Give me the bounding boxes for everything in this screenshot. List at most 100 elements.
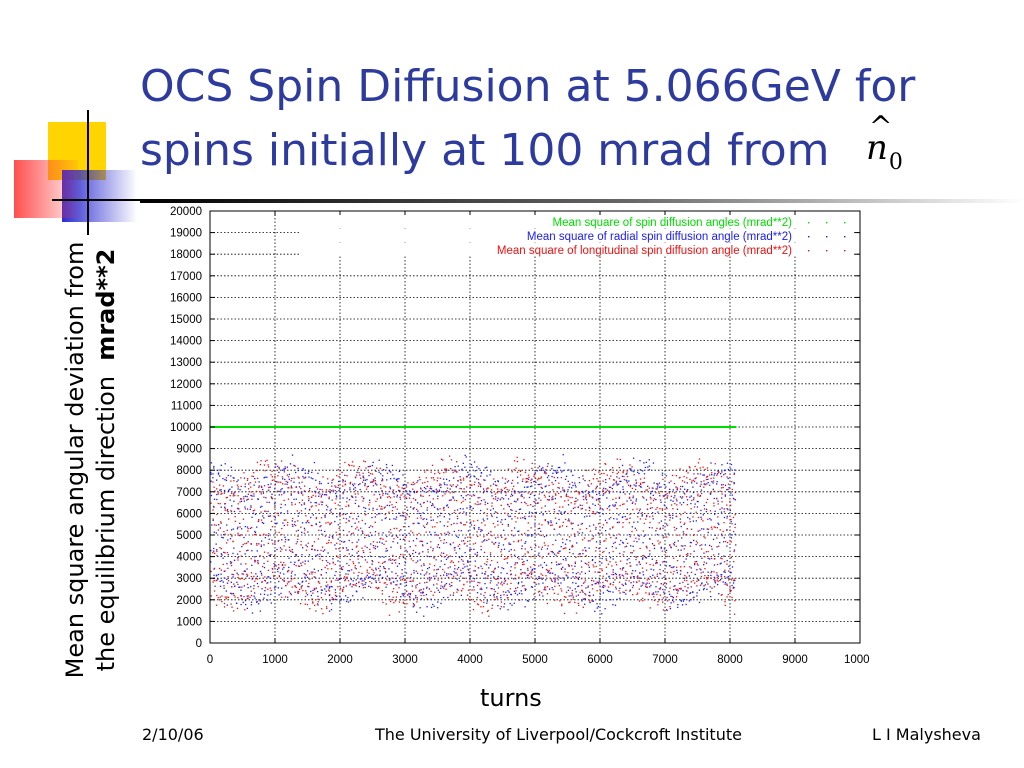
data-point: [430, 533, 432, 536]
data-point: [498, 544, 500, 547]
data-point: [268, 554, 270, 557]
data-point: [476, 531, 478, 533]
data-point: [639, 547, 641, 550]
data-point: [538, 527, 541, 530]
data-point: [494, 598, 496, 601]
data-point: [716, 546, 718, 548]
data-point: [403, 526, 405, 528]
data-point: [217, 473, 220, 475]
data-point: [641, 567, 644, 569]
data-point: [359, 483, 361, 485]
data-point: [547, 571, 549, 574]
data-point: [315, 554, 317, 557]
data-point: [529, 485, 532, 488]
data-point: [641, 558, 644, 560]
data-point: [284, 483, 286, 485]
data-point: [379, 570, 381, 572]
data-point: [624, 493, 626, 495]
data-point: [486, 587, 488, 589]
data-point: [369, 481, 372, 483]
data-point: [544, 587, 546, 589]
data-point: [489, 582, 491, 584]
data-point: [403, 602, 405, 604]
data-point: [448, 583, 451, 585]
data-point: [582, 598, 585, 600]
data-point: [415, 570, 417, 572]
data-point: [615, 561, 617, 563]
data-point: [329, 522, 331, 525]
title-line-1: OCS Spin Diffusion at 5.066GeV for: [140, 61, 916, 112]
data-point: [332, 558, 334, 560]
data-point: [326, 607, 328, 610]
data-point: [412, 549, 415, 552]
data-point: [694, 477, 696, 480]
data-point: [448, 532, 451, 535]
data-point: [406, 509, 409, 511]
data-point: [651, 581, 654, 583]
data-point: [241, 598, 243, 600]
data-point: [721, 471, 723, 473]
data-point: [300, 540, 302, 543]
data-point: [223, 602, 226, 605]
data-point: [720, 484, 723, 486]
data-point: [572, 474, 574, 476]
data-point: [502, 567, 505, 570]
data-point: [660, 520, 663, 522]
data-point: [588, 591, 591, 593]
data-point: [327, 568, 329, 570]
data-point: [224, 506, 226, 508]
data-point: [463, 543, 466, 545]
data-point: [220, 522, 222, 524]
data-point: [643, 477, 646, 479]
data-point: [272, 543, 274, 545]
data-point: [379, 512, 381, 515]
data-point: [536, 470, 539, 472]
data-point: [227, 580, 230, 582]
data-point: [422, 551, 424, 553]
data-point: [283, 519, 285, 521]
data-point: [726, 563, 728, 565]
data-point: [294, 521, 296, 523]
data-point: [364, 479, 367, 481]
data-point: [716, 483, 718, 485]
data-point: [665, 506, 668, 509]
data-point: [588, 594, 590, 597]
data-point: [281, 476, 284, 478]
data-point: [683, 475, 685, 478]
data-point: [462, 462, 464, 465]
data-point: [237, 488, 239, 490]
data-point: [641, 470, 644, 472]
data-point: [338, 513, 341, 515]
data-point: [673, 601, 675, 603]
data-point: [623, 475, 625, 478]
data-point: [303, 572, 305, 575]
data-point: [496, 516, 498, 519]
data-point: [513, 469, 515, 471]
data-point: [247, 541, 249, 543]
data-point: [435, 575, 437, 577]
data-point: [642, 597, 644, 600]
data-point: [342, 485, 344, 487]
data-point: [538, 546, 540, 548]
data-point: [401, 534, 404, 536]
data-point: [469, 537, 472, 539]
data-point: [371, 563, 373, 565]
data-point: [560, 511, 562, 513]
data-point: [232, 493, 235, 495]
data-point: [574, 601, 576, 604]
data-point: [232, 576, 234, 578]
data-point: [541, 592, 543, 594]
data-point: [233, 594, 235, 597]
data-point: [644, 534, 647, 536]
data-point: [476, 466, 478, 468]
data-point: [220, 464, 222, 466]
data-point: [271, 470, 273, 472]
data-point: [371, 582, 373, 584]
data-point: [652, 515, 654, 517]
data-point: [253, 495, 255, 497]
data-point: [686, 594, 688, 596]
data-point: [572, 596, 574, 598]
data-point: [666, 609, 668, 612]
data-point: [400, 553, 402, 556]
data-point: [534, 543, 536, 545]
